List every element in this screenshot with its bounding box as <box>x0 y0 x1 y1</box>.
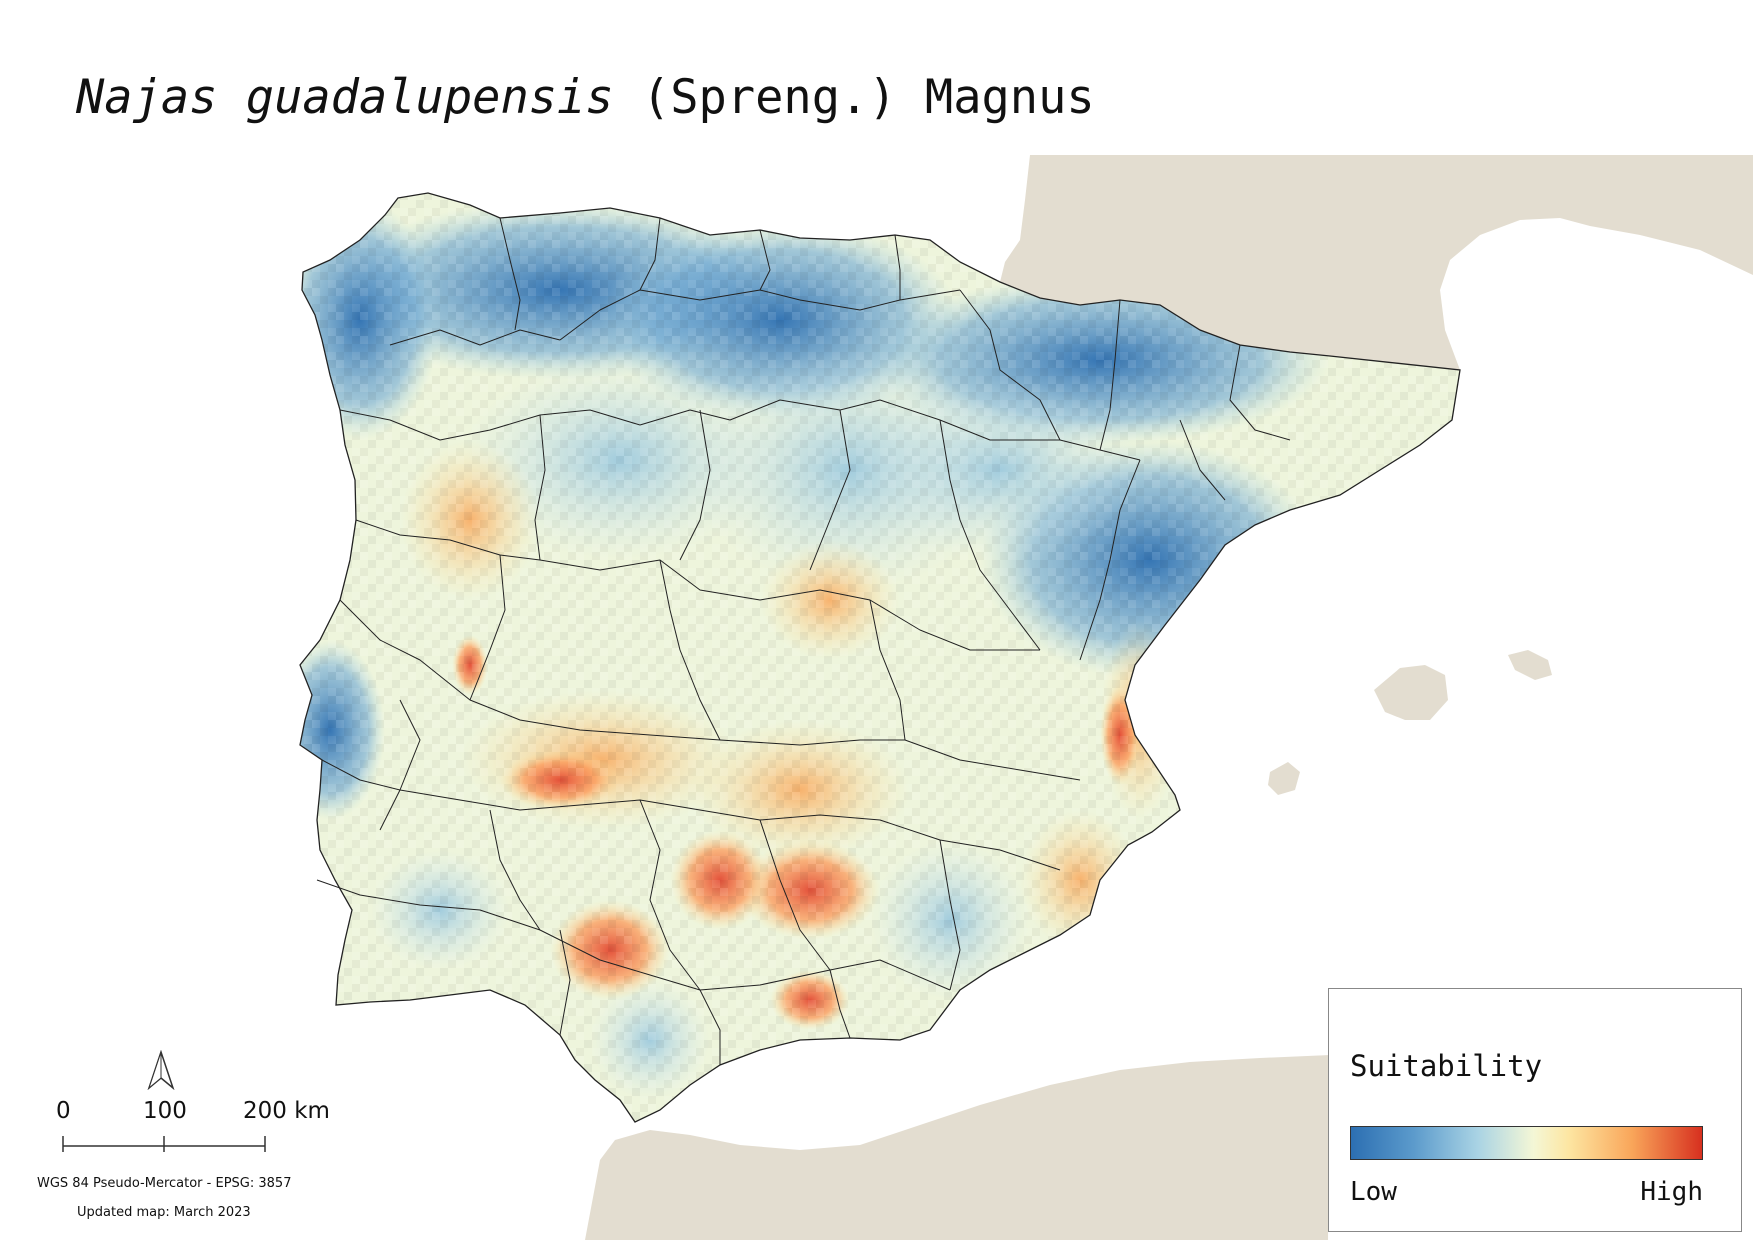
legend-title: Suitability <box>1350 1049 1543 1083</box>
crs-label: WGS 84 Pseudo-Mercator - EPSG: 3857 <box>37 1176 292 1191</box>
species-authority: (Spreng.) Magnus <box>613 70 1095 125</box>
scale-bar <box>62 1136 266 1152</box>
africa-landmass <box>585 1055 1330 1240</box>
north-arrow-icon <box>147 1050 175 1090</box>
map-canvas[interactable] <box>0 155 1753 1240</box>
scale-label-200: 200 km <box>243 1098 330 1124</box>
scale-label-100: 100 <box>143 1098 187 1124</box>
species-name: Najas guadalupensis <box>76 70 614 125</box>
legend-color-ramp <box>1350 1126 1703 1160</box>
scale-label-0: 0 <box>56 1098 71 1124</box>
map-frame[interactable] <box>0 155 1753 1240</box>
legend-high-label: High <box>1640 1177 1703 1207</box>
mallorca-island <box>1374 665 1448 720</box>
france-landmass <box>1000 155 1753 370</box>
ibiza-island <box>1268 762 1300 795</box>
updated-label: Updated map: March 2023 <box>77 1205 251 1220</box>
legend-low-label: Low <box>1350 1177 1397 1207</box>
menorca-island <box>1508 650 1552 680</box>
admin-boundaries <box>316 217 1291 1065</box>
map-title: Najas guadalupensis (Spreng.) Magnus <box>76 70 1095 125</box>
legend-panel: Suitability Low High <box>1328 988 1742 1232</box>
